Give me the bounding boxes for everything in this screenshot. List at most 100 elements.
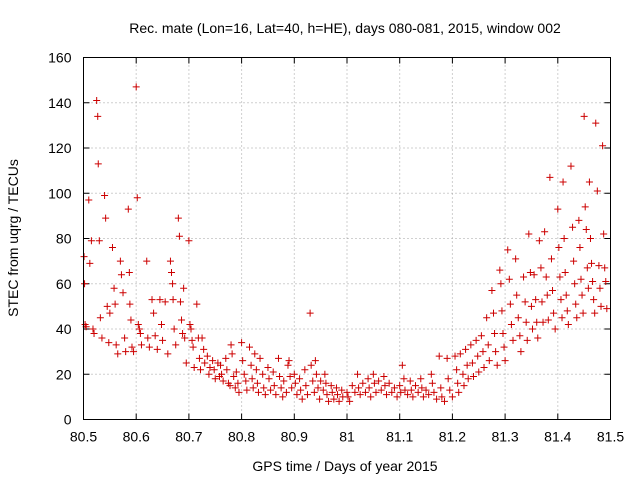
data-point: [296, 375, 304, 383]
data-point: [582, 225, 590, 233]
data-point: [303, 391, 311, 399]
data-point: [238, 339, 246, 347]
data-point: [577, 275, 585, 283]
data-point: [96, 314, 104, 322]
data-point: [400, 375, 408, 383]
data-point: [428, 379, 436, 387]
data-point: [581, 203, 589, 211]
data-point: [404, 391, 412, 399]
data-point: [522, 318, 530, 326]
x-tick-label: 81.5: [597, 429, 624, 445]
data-point: [430, 388, 438, 396]
x-tick-label: 80.8: [228, 429, 255, 445]
data-point: [198, 334, 206, 342]
data-point: [454, 379, 462, 387]
data-point: [108, 244, 116, 252]
data-point: [246, 343, 254, 351]
data-point: [475, 368, 483, 376]
data-point: [209, 357, 217, 365]
data-point: [178, 316, 186, 324]
data-point: [599, 142, 607, 150]
data-point: [316, 395, 324, 403]
data-point: [375, 377, 383, 385]
data-point: [583, 264, 591, 272]
data-point: [144, 334, 152, 342]
data-point: [417, 375, 425, 383]
data-point: [170, 325, 178, 333]
data-point: [469, 373, 477, 381]
y-tick-label: 120: [48, 140, 72, 156]
plot-frame: [83, 57, 611, 420]
data-point: [513, 291, 521, 299]
x-tick-label: 80.7: [175, 429, 202, 445]
data-point: [260, 384, 268, 392]
data-point: [312, 370, 320, 378]
data-point: [355, 384, 363, 392]
data-point: [228, 350, 236, 358]
data-point: [477, 332, 485, 340]
data-point: [590, 296, 598, 304]
data-point: [537, 264, 545, 272]
data-point: [602, 277, 610, 285]
data-point: [253, 379, 261, 387]
data-point: [166, 257, 174, 265]
x-tick-label: 81.4: [544, 429, 571, 445]
data-point: [306, 309, 314, 317]
data-point: [259, 370, 267, 378]
data-point: [398, 361, 406, 369]
data-point: [557, 296, 565, 304]
data-point: [585, 178, 593, 186]
data-point: [298, 395, 306, 403]
data-point: [467, 341, 475, 349]
data-point: [504, 246, 512, 254]
data-point: [521, 298, 529, 306]
data-point: [168, 268, 176, 276]
data-point: [288, 384, 296, 392]
data-point: [134, 320, 142, 328]
data-point: [570, 257, 578, 265]
data-point: [200, 345, 208, 353]
data-point: [381, 382, 389, 390]
data-point: [539, 318, 547, 326]
data-point: [561, 268, 569, 276]
data-point: [425, 391, 433, 399]
data-point: [409, 393, 417, 401]
data-point: [543, 291, 551, 299]
data-point: [302, 382, 310, 390]
data-point: [145, 343, 153, 351]
data-point: [156, 296, 164, 304]
data-point: [102, 214, 110, 222]
data-point: [319, 386, 327, 394]
data-point: [235, 388, 243, 396]
x-tick-label: 81.2: [439, 429, 466, 445]
data-point: [595, 262, 603, 270]
x-tick-label: 81.1: [386, 429, 413, 445]
data-point: [468, 359, 476, 367]
x-tick-label: 80.6: [123, 429, 150, 445]
x-tick-label: 80.5: [70, 429, 97, 445]
data-point: [190, 363, 198, 371]
data-point: [448, 393, 456, 401]
data-point: [550, 309, 558, 317]
data-point: [203, 352, 211, 360]
data-point: [480, 363, 488, 371]
data-point: [80, 253, 88, 261]
data-point: [240, 370, 248, 378]
data-point: [186, 320, 194, 328]
data-point: [388, 388, 396, 396]
data-point: [393, 393, 401, 401]
data-point: [124, 205, 132, 213]
data-point: [201, 359, 209, 367]
data-point: [407, 386, 415, 394]
data-point: [117, 271, 125, 279]
data-point: [179, 330, 187, 338]
data-point: [137, 341, 145, 349]
data-point: [596, 284, 604, 292]
data-point: [230, 373, 238, 381]
data-point: [249, 384, 257, 392]
data-point: [309, 377, 317, 385]
data-point: [506, 300, 514, 308]
data-point: [261, 391, 269, 399]
data-point: [533, 318, 541, 326]
